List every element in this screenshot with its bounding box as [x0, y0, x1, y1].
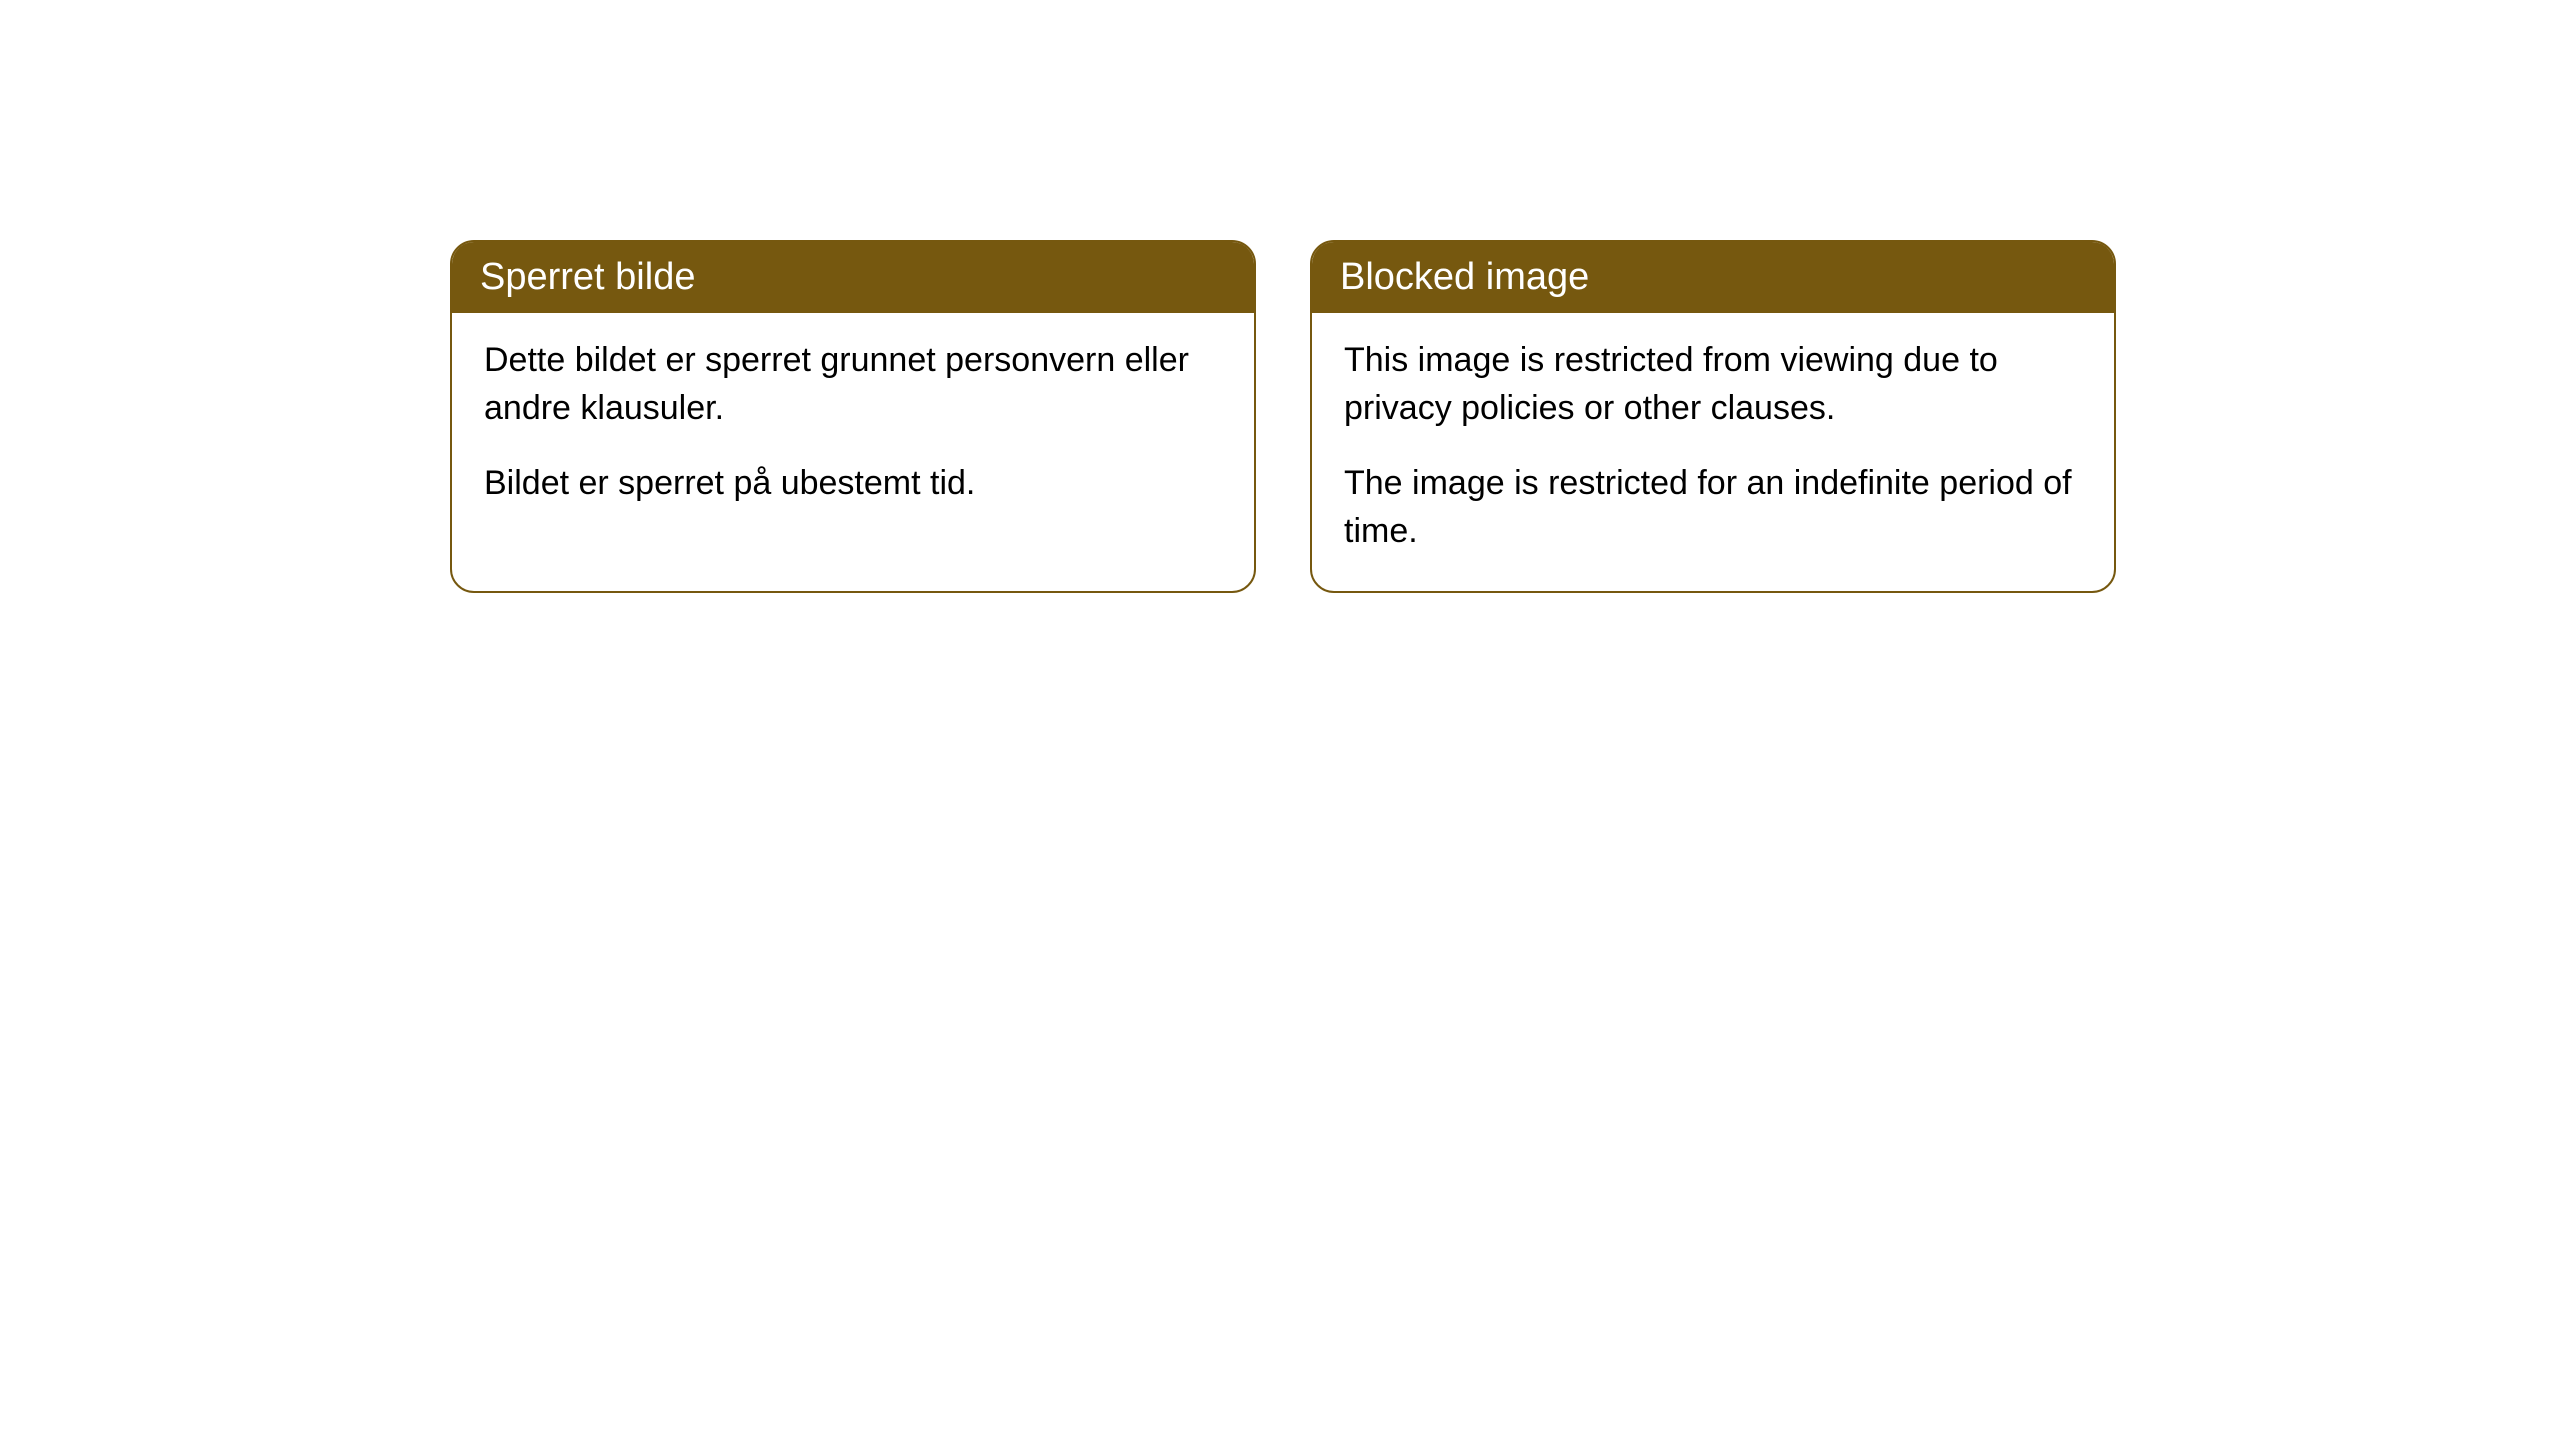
card-body-english: This image is restricted from viewing du…	[1312, 313, 2114, 591]
card-text-1-norwegian: Dette bildet er sperret grunnet personve…	[484, 337, 1222, 432]
card-english: Blocked image This image is restricted f…	[1310, 240, 2116, 593]
card-header-english: Blocked image	[1312, 242, 2114, 313]
card-text-1-english: This image is restricted from viewing du…	[1344, 337, 2082, 432]
card-text-2-english: The image is restricted for an indefinit…	[1344, 460, 2082, 555]
cards-container: Sperret bilde Dette bildet er sperret gr…	[450, 240, 2116, 593]
card-text-2-norwegian: Bildet er sperret på ubestemt tid.	[484, 460, 1222, 508]
card-norwegian: Sperret bilde Dette bildet er sperret gr…	[450, 240, 1256, 593]
card-body-norwegian: Dette bildet er sperret grunnet personve…	[452, 313, 1254, 544]
card-header-norwegian: Sperret bilde	[452, 242, 1254, 313]
